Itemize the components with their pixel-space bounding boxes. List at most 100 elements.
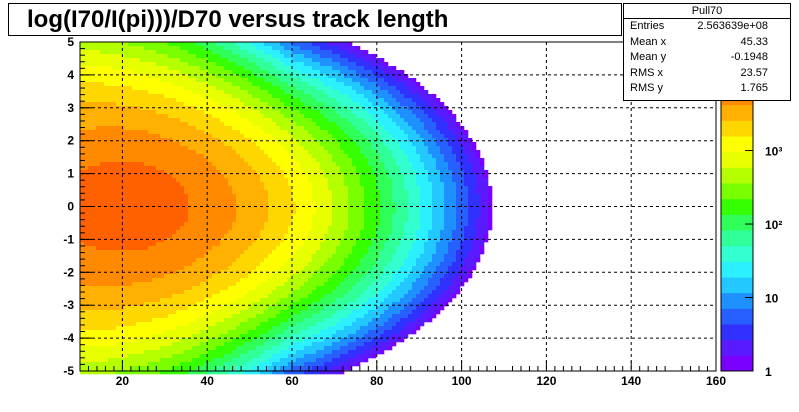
heatmap-cell: [100, 274, 105, 279]
heatmap-cell: [100, 86, 105, 91]
heatmap-cell: [316, 234, 321, 239]
heatmap-cell: [316, 66, 321, 71]
heatmap-cell: [176, 326, 181, 331]
heatmap-cell: [124, 238, 129, 243]
heatmap-cell: [228, 46, 233, 51]
heatmap-cell: [124, 90, 129, 95]
heatmap-cell: [260, 194, 265, 199]
heatmap-cell: [120, 326, 125, 331]
heatmap-cell: [252, 50, 257, 55]
heatmap-cell: [192, 138, 197, 143]
heatmap-cell: [200, 74, 205, 79]
heatmap-cell: [208, 290, 213, 295]
heatmap-cell: [148, 346, 153, 351]
heatmap-cell: [320, 50, 325, 55]
heatmap-cell: [236, 194, 241, 199]
heatmap-cell: [136, 314, 141, 319]
heatmap-cell: [164, 50, 169, 55]
heatmap-cell: [252, 234, 257, 239]
heatmap-cell: [288, 182, 293, 187]
heatmap-cell: [292, 262, 297, 267]
heatmap-cell: [92, 338, 97, 343]
heatmap-cell: [92, 170, 97, 175]
heatmap-cell: [272, 122, 277, 127]
heatmap-cell: [116, 322, 121, 327]
heatmap-cell: [192, 230, 197, 235]
heatmap-cell: [184, 274, 189, 279]
heatmap-cell: [184, 162, 189, 167]
heatmap-cell: [232, 62, 237, 67]
heatmap-cell: [272, 182, 277, 187]
heatmap-cell: [264, 262, 269, 267]
heatmap-cell: [212, 82, 217, 87]
heatmap-cell: [280, 190, 285, 195]
heatmap-cell: [140, 142, 145, 147]
heatmap-cell: [244, 254, 249, 259]
heatmap-cell: [304, 154, 309, 159]
heatmap-cell: [268, 366, 273, 371]
heatmap-cell: [192, 110, 197, 115]
heatmap-cell: [132, 54, 137, 59]
heatmap-cell: [220, 118, 225, 123]
heatmap-cell: [292, 90, 297, 95]
heatmap-cell: [304, 50, 309, 55]
heatmap-cell: [148, 210, 153, 215]
heatmap-cell: [276, 74, 281, 79]
heatmap-cell: [280, 238, 285, 243]
heatmap-cell: [156, 278, 161, 283]
heatmap-cell: [220, 58, 225, 63]
heatmap-cell: [280, 298, 285, 303]
heatmap-cell: [268, 350, 273, 355]
heatmap-cell: [88, 166, 93, 171]
heatmap-cell: [140, 278, 145, 283]
heatmap-cell: [224, 306, 229, 311]
heatmap-cell: [248, 70, 253, 75]
heatmap-cell: [100, 106, 105, 111]
heatmap-cell: [304, 182, 309, 187]
heatmap-cell: [248, 318, 253, 323]
heatmap-cell: [232, 302, 237, 307]
heatmap-cell: [112, 250, 117, 255]
heatmap-cell: [240, 230, 245, 235]
heatmap-cell: [96, 326, 101, 331]
heatmap-cell: [184, 282, 189, 287]
heatmap-cell: [148, 90, 153, 95]
heatmap-cell: [268, 250, 273, 255]
heatmap-cell: [128, 178, 133, 183]
heatmap-cell: [292, 362, 297, 367]
heatmap-cell: [140, 274, 145, 279]
heatmap-cell: [124, 282, 129, 287]
heatmap-cell: [204, 70, 209, 75]
heatmap-cell: [236, 150, 241, 155]
heatmap-cell: [88, 190, 93, 195]
heatmap-cell: [124, 122, 129, 127]
heatmap-cell: [172, 350, 177, 355]
heatmap-cell: [220, 294, 225, 299]
heatmap-cell: [84, 162, 89, 167]
heatmap-cell: [184, 270, 189, 275]
heatmap-cell: [220, 222, 225, 227]
heatmap-cell: [240, 326, 245, 331]
heatmap-cell: [288, 366, 293, 371]
heatmap-cell: [268, 206, 273, 211]
heatmap-cell: [188, 50, 193, 55]
heatmap-cell: [96, 146, 101, 151]
heatmap-cell: [80, 186, 85, 191]
heatmap-cell: [88, 206, 93, 211]
heatmap-cell: [184, 354, 189, 359]
heatmap-cell: [184, 330, 189, 335]
heatmap-cell: [116, 342, 121, 347]
heatmap-cell: [168, 66, 173, 71]
heatmap-cell: [208, 90, 213, 95]
heatmap-cell: [228, 314, 233, 319]
heatmap-cell: [224, 98, 229, 103]
heatmap-cell: [300, 202, 305, 207]
heatmap-cell: [268, 238, 273, 243]
heatmap-cell: [316, 154, 321, 159]
heatmap-cell: [128, 226, 133, 231]
heatmap-cell: [284, 214, 289, 219]
heatmap-cell: [296, 230, 301, 235]
heatmap-cell: [192, 346, 197, 351]
heatmap-cell: [96, 330, 101, 335]
heatmap-cell: [304, 74, 309, 79]
